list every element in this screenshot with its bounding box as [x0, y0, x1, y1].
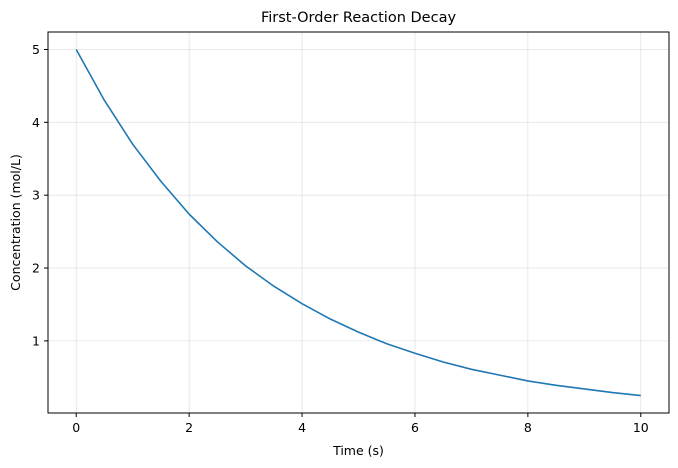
decay-series-line — [75, 49, 641, 397]
x-tick-label: 0 — [72, 420, 80, 435]
y-tick-label: 1 — [32, 333, 40, 348]
y-tick-label: 2 — [32, 261, 40, 276]
x-tick-label: 6 — [411, 420, 419, 435]
x-tick-label: 8 — [524, 420, 532, 435]
y-axis-label: Concentration (mol/L) — [8, 154, 23, 291]
chart-title: First-Order Reaction Decay — [261, 10, 456, 26]
y-axis-ticks: 1 2 3 4 5 — [32, 42, 48, 348]
series-layer — [75, 49, 641, 397]
x-axis-ticks: 0 2 4 6 8 10 — [72, 413, 649, 435]
x-tick-label: 10 — [633, 420, 649, 435]
plot-frame — [47, 31, 670, 414]
y-tick-label: 4 — [32, 115, 40, 130]
x-tick-label: 2 — [185, 420, 193, 435]
x-axis-label: Time (s) — [332, 443, 384, 458]
y-tick-label: 5 — [32, 42, 40, 57]
y-tick-label: 3 — [32, 188, 40, 203]
grid — [48, 32, 669, 413]
x-tick-label: 4 — [298, 420, 306, 435]
